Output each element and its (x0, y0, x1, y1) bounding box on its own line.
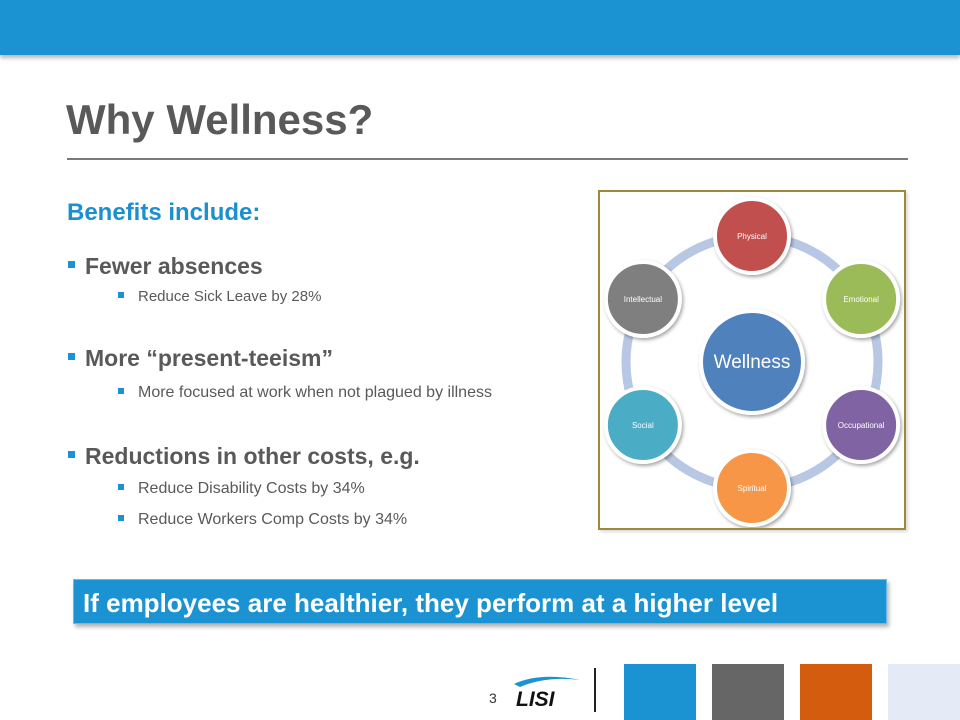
node-label-occupational: Occupational (838, 421, 885, 430)
sub-bullet-text: More focused at work when not plagued by… (138, 384, 492, 401)
bullet-square-icon (118, 483, 124, 490)
sub-bullet-disability: Reduce Disability Costs by 34% (118, 480, 365, 498)
node-emotional (822, 260, 901, 338)
bullet-square-icon (68, 451, 75, 459)
sub-bullet-sick-leave: Reduce Sick Leave by 28% (118, 288, 321, 305)
svg-text:LISI: LISI (516, 688, 556, 711)
node-label-social: Social (632, 421, 654, 430)
key-message-callout: If employees are healthier, they perform… (73, 579, 887, 624)
sub-bullet-text: Reduce Sick Leave by 28% (138, 288, 322, 305)
node-label-emotional: Emotional (843, 295, 879, 304)
center-label: Wellness (714, 352, 791, 373)
node-physical (713, 197, 791, 275)
node-label-spiritual: Spiritual (738, 484, 767, 493)
bullet-fewer-absences: Fewer absences (68, 253, 263, 280)
node-spiritual (713, 449, 791, 527)
bullet-square-icon (68, 353, 75, 361)
footer-square-light (888, 664, 960, 720)
center-circle (699, 309, 805, 415)
bullet-square-icon (118, 292, 124, 299)
wellness-diagram: Physical Emotional Occupational Spiritual So… (598, 190, 906, 530)
bullet-text: Reductions in other costs, e.g. (85, 443, 420, 469)
top-banner (0, 0, 960, 55)
bullet-text: Fewer absences (85, 253, 263, 279)
footer-divider (594, 668, 596, 712)
sub-bullet-workers-comp: Reduce Workers Comp Costs by 34% (118, 511, 407, 529)
bullet-square-icon (118, 514, 124, 521)
node-label-intellectual: Intellectual (624, 295, 662, 304)
node-occupational (822, 386, 901, 464)
sub-bullet-focused: More focused at work when not plagued by… (118, 384, 492, 402)
page-number: 3 (489, 690, 497, 706)
bullet-square-icon (68, 261, 75, 269)
bullet-reductions: Reductions in other costs, e.g. (68, 443, 420, 470)
footer-square-orange (800, 664, 872, 720)
footer-square-blue (624, 664, 696, 720)
bullet-present-teeism: More “present-teeism” (68, 345, 333, 372)
lisi-logo: LISI (514, 676, 580, 711)
title-divider (67, 158, 908, 160)
wellness-cycle-svg: Physical Emotional Occupational Spiritual So… (603, 197, 901, 527)
bullet-square-icon (118, 387, 124, 394)
node-label-physical: Physical (737, 232, 767, 241)
sub-bullet-text: Reduce Workers Comp Costs by 34% (138, 511, 408, 528)
footer-square-gray (712, 664, 784, 720)
node-social (603, 386, 682, 464)
slide-title: Why Wellness? (66, 96, 374, 143)
benefits-heading: Benefits include: (67, 199, 261, 226)
node-intellectual (603, 260, 682, 338)
sub-bullet-text: Reduce Disability Costs by 34% (138, 480, 365, 497)
bullet-text: More “present-teeism” (85, 345, 333, 371)
